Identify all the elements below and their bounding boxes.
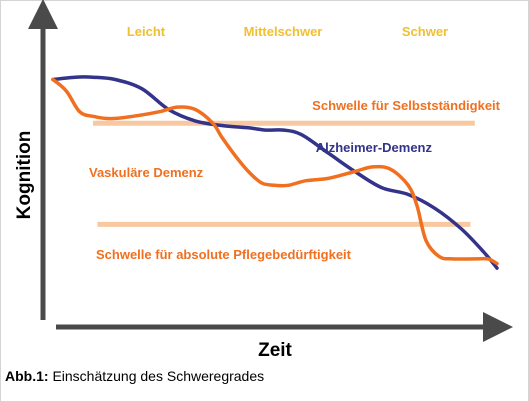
series-label-alzheimer: Alzheimer-Demenz xyxy=(316,140,433,155)
series-line-alzheimer xyxy=(51,75,499,270)
series-label-vaskulaer: Vaskuläre Demenz xyxy=(89,165,204,180)
threshold-lines xyxy=(92,120,475,227)
threshold-label-pflegebeduerftigkeit: Schwelle für absolute Pflegebedürftigkei… xyxy=(96,247,352,262)
stage-label-mittelschwer: Mittelschwer xyxy=(244,24,323,39)
figure-caption: Abb.1: Einschätzung des Schweregrades xyxy=(5,368,264,384)
chart: Kognition Zeit Leicht Mittelschwer Schwe… xyxy=(14,0,513,361)
series-lines xyxy=(51,75,499,270)
caption-label: Abb.1: xyxy=(5,368,49,384)
stage-label-leicht: Leicht xyxy=(127,24,166,39)
series-line-vaskulaer xyxy=(51,77,499,266)
threshold-label-selbststaendigkeit: Schwelle für Selbstständigkeit xyxy=(312,98,500,113)
y-axis-label: Kognition xyxy=(14,131,35,220)
stage-label-schwer: Schwer xyxy=(402,24,448,39)
caption-text: Einschätzung des Schweregrades xyxy=(48,368,265,384)
x-axis-label: Zeit xyxy=(258,340,292,361)
